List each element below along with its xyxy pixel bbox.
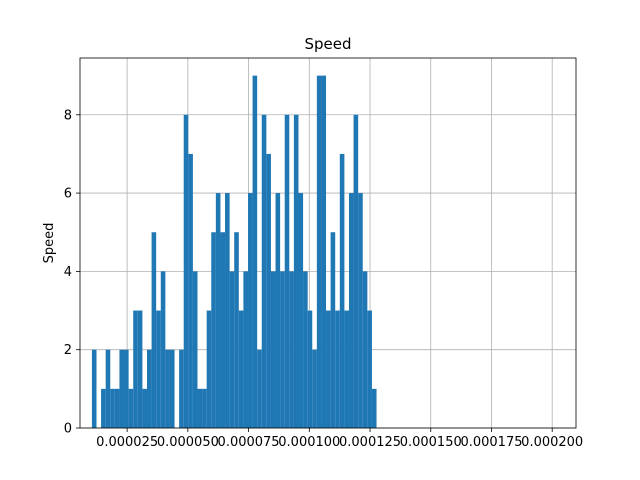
histogram-bar bbox=[160, 271, 166, 428]
plot-frame bbox=[79, 57, 577, 429]
histogram-bar bbox=[151, 232, 157, 428]
histogram-bar bbox=[202, 388, 207, 428]
histogram-bar bbox=[275, 193, 281, 428]
histogram-bar bbox=[326, 310, 331, 428]
histogram-bar bbox=[105, 349, 111, 428]
y-tick-label: 0 bbox=[64, 422, 72, 437]
histogram-bar bbox=[220, 232, 226, 428]
histogram-bar bbox=[358, 193, 363, 428]
histogram-bar bbox=[362, 271, 368, 428]
axes: 0.0000250.0000500.0000750.0001000.000125… bbox=[64, 57, 583, 450]
histogram-bar bbox=[307, 310, 313, 428]
chart-title: Speed bbox=[304, 35, 351, 53]
histogram-bar bbox=[183, 114, 189, 428]
histogram-bar bbox=[316, 75, 322, 428]
histogram-bar bbox=[280, 271, 285, 428]
histogram-bar bbox=[234, 232, 239, 428]
histogram-bar bbox=[243, 271, 248, 428]
histogram-bar bbox=[119, 349, 125, 428]
histogram-bar bbox=[303, 271, 308, 428]
histogram-bar bbox=[367, 310, 372, 428]
y-tick-label: 4 bbox=[64, 265, 72, 280]
histogram-bar bbox=[114, 388, 120, 428]
y-tick-label: 6 bbox=[64, 187, 72, 202]
histogram-bar bbox=[330, 232, 336, 428]
x-tick-label: 0.000125 bbox=[339, 435, 401, 450]
histogram-bar bbox=[371, 388, 377, 428]
x-tick-label: 0.000100 bbox=[278, 435, 340, 450]
histogram-bar bbox=[353, 114, 359, 428]
x-tick-label: 0.000050 bbox=[157, 435, 219, 450]
histogram-bar bbox=[110, 388, 115, 428]
histogram-bar bbox=[124, 349, 129, 428]
histogram-bar bbox=[225, 193, 230, 428]
y-tick-label: 8 bbox=[64, 108, 72, 123]
histogram-bar bbox=[128, 388, 134, 428]
histogram-bar bbox=[133, 310, 138, 428]
histogram-bar bbox=[101, 388, 106, 428]
histogram-bar bbox=[146, 349, 152, 428]
histogram-bar bbox=[252, 75, 258, 428]
histogram-bar bbox=[261, 114, 267, 428]
x-tick-label: 0.000150 bbox=[400, 435, 462, 450]
histogram-bar bbox=[179, 349, 184, 428]
histogram-bars bbox=[91, 75, 377, 429]
histogram-bar bbox=[91, 349, 97, 428]
histogram-bar bbox=[266, 153, 271, 429]
x-tick-label: 0.000075 bbox=[218, 435, 280, 450]
histogram-bar bbox=[165, 349, 170, 428]
x-tick-label: 0.000175 bbox=[460, 435, 522, 450]
x-tick-label: 0.000200 bbox=[521, 435, 583, 450]
histogram-bar bbox=[257, 349, 262, 428]
histogram-bar bbox=[238, 310, 244, 428]
histogram-bar bbox=[321, 75, 327, 428]
histogram-bar bbox=[312, 349, 317, 428]
histogram-bar bbox=[270, 271, 276, 428]
histogram-bar bbox=[169, 349, 175, 428]
histogram-bar bbox=[344, 310, 349, 428]
histogram-bar bbox=[293, 114, 299, 428]
histogram-bar bbox=[335, 310, 340, 428]
histogram-bar bbox=[156, 310, 161, 428]
histogram-bar bbox=[137, 310, 143, 428]
y-tick-label: 2 bbox=[64, 343, 72, 358]
histogram-bar bbox=[206, 310, 212, 428]
histogram-bar bbox=[348, 193, 354, 428]
histogram-bar bbox=[142, 388, 147, 428]
histogram-bar bbox=[247, 193, 253, 428]
y-axis-label: Speed bbox=[42, 223, 57, 264]
histogram-bar bbox=[188, 153, 193, 429]
histogram-bar bbox=[215, 193, 221, 428]
histogram-bar bbox=[197, 388, 203, 428]
x-tick-label: 0.000025 bbox=[96, 435, 158, 450]
histogram-bar bbox=[284, 114, 290, 428]
histogram-bar bbox=[211, 232, 216, 428]
histogram-bar bbox=[339, 153, 345, 429]
histogram-bar bbox=[289, 271, 294, 428]
histogram-bar bbox=[229, 271, 235, 428]
histogram-bar bbox=[192, 271, 198, 428]
histogram-bar bbox=[298, 193, 304, 428]
